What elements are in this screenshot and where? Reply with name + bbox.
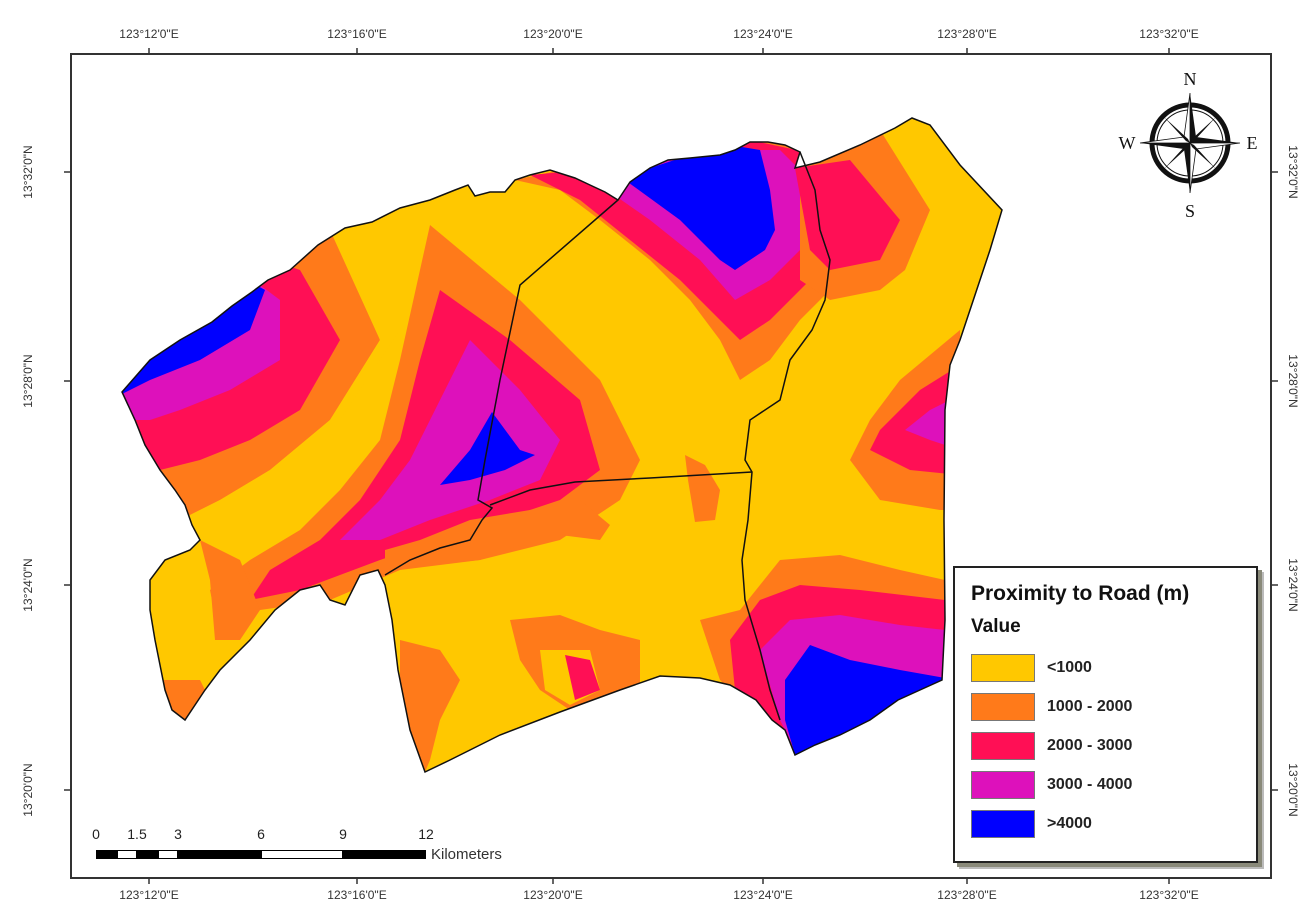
legend-title: Proximity to Road (m): [971, 582, 1190, 605]
legend-label: >4000: [1047, 814, 1092, 832]
legend-item: 1000 - 2000: [971, 687, 1240, 726]
legend-item: 2000 - 3000: [971, 726, 1240, 765]
lon-label-top: 123°12'0"E: [119, 27, 179, 41]
legend-label: 2000 - 3000: [1047, 736, 1133, 754]
legend-swatch: [971, 653, 1035, 682]
scale-tick-label: 9: [339, 826, 347, 842]
lon-label-bottom: 123°20'0"E: [523, 888, 583, 902]
compass-rose-icon: N S E W: [1119, 69, 1258, 221]
compass-s-label: S: [1185, 201, 1195, 221]
scale-tick-label: 6: [257, 826, 265, 842]
legend-label: 3000 - 4000: [1047, 775, 1133, 793]
compass-n-label: N: [1184, 69, 1197, 89]
municipal-boundary: [384, 199, 619, 576]
legend-subtitle: Value: [971, 616, 1021, 637]
lon-label-bottom: 123°12'0"E: [119, 888, 179, 902]
district-boundary: [121, 117, 1003, 774]
municipal-boundary: [489, 471, 753, 506]
scale-tick-label: 1.5: [127, 826, 147, 842]
scale-unit-label: Kilometers: [431, 846, 502, 863]
lon-label-top: 123°20'0"E: [523, 27, 583, 41]
lon-label-top: 123°16'0"E: [327, 27, 387, 41]
scale-tick-label: 12: [418, 826, 434, 842]
scale-tick-label: 0: [92, 826, 100, 842]
legend-item: <1000: [971, 648, 1240, 687]
scale-tick-label: 3: [174, 826, 182, 842]
lon-label-bottom: 123°32'0"E: [1139, 888, 1199, 902]
legend-item: 3000 - 4000: [971, 765, 1240, 804]
lon-label-bottom: 123°16'0"E: [327, 888, 387, 902]
legend-label: 1000 - 2000: [1047, 697, 1133, 715]
lon-label-top: 123°24'0"E: [733, 27, 793, 41]
municipal-boundary: [741, 151, 831, 721]
legend-swatch: [971, 692, 1035, 721]
lon-label-top: 123°28'0"E: [937, 27, 997, 41]
compass-w-label: W: [1119, 133, 1136, 153]
lon-label-bottom: 123°28'0"E: [937, 888, 997, 902]
compass-e-label: E: [1247, 133, 1258, 153]
lon-label-bottom: 123°24'0"E: [733, 888, 793, 902]
legend-swatch: [971, 770, 1035, 799]
legend-label: <1000: [1047, 658, 1092, 676]
legend-swatch: [971, 731, 1035, 760]
map-legend: Proximity to Road (m) Value <1000 1000 -…: [953, 566, 1258, 863]
legend-swatch: [971, 809, 1035, 838]
legend-item: >4000: [971, 804, 1240, 843]
scale-bar: [96, 850, 426, 859]
lon-label-top: 123°32'0"E: [1139, 27, 1199, 41]
